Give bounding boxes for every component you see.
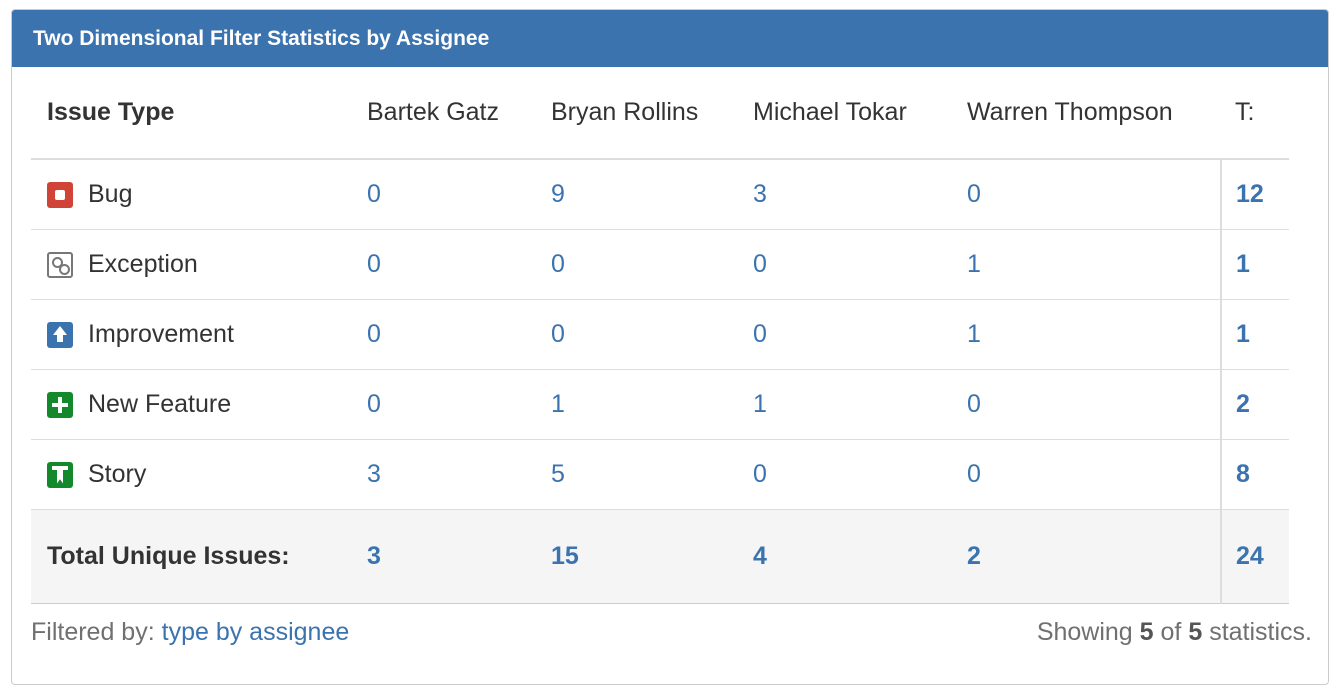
- issue-type-label: Improvement: [88, 320, 234, 348]
- improvement-icon: [47, 321, 73, 348]
- count-link[interactable]: 1: [753, 390, 767, 418]
- row-total-link[interactable]: 1: [1236, 250, 1250, 278]
- issue-type-label: Bug: [88, 180, 133, 208]
- column-total-link[interactable]: 4: [753, 542, 767, 570]
- count-link[interactable]: 0: [753, 320, 767, 348]
- row-total-link[interactable]: 1: [1236, 320, 1250, 348]
- showing-count: 5: [1139, 618, 1154, 646]
- issue-type-label: Story: [88, 460, 147, 488]
- total-header[interactable]: T:: [1221, 67, 1289, 160]
- assignee-header[interactable]: Michael Tokar: [737, 67, 951, 160]
- column-total-link[interactable]: 3: [367, 542, 381, 570]
- table-row: Improvement 0 0 0 1 1: [31, 299, 1289, 370]
- header-row: Issue Type Bartek Gatz Bryan Rollins Mic…: [31, 67, 1289, 160]
- assignee-header[interactable]: Bartek Gatz: [351, 67, 535, 160]
- new-feature-icon: [47, 391, 73, 418]
- stats-table: Issue Type Bartek Gatz Bryan Rollins Mic…: [31, 67, 1289, 604]
- filter-link[interactable]: type by assignee: [161, 618, 350, 646]
- assignee-header[interactable]: Bryan Rollins: [535, 67, 737, 160]
- count-link[interactable]: 1: [967, 320, 981, 348]
- count-link[interactable]: 5: [551, 460, 565, 488]
- count-link[interactable]: 0: [753, 250, 767, 278]
- count-link[interactable]: 0: [551, 250, 565, 278]
- count-link[interactable]: 3: [753, 180, 767, 208]
- count-link[interactable]: 0: [967, 180, 981, 208]
- story-icon: [47, 461, 73, 488]
- grand-total-link[interactable]: 24: [1236, 542, 1264, 570]
- count-link[interactable]: 1: [551, 390, 565, 418]
- count-link[interactable]: 0: [967, 390, 981, 418]
- count-link[interactable]: 9: [551, 180, 565, 208]
- bug-icon: [47, 181, 73, 208]
- column-total-link[interactable]: 2: [967, 542, 981, 570]
- row-total-link[interactable]: 8: [1236, 460, 1250, 488]
- issue-type-header[interactable]: Issue Type: [31, 67, 351, 160]
- count-link[interactable]: 0: [367, 320, 381, 348]
- issue-type-label: New Feature: [88, 390, 232, 418]
- filter-info: Filtered by: type by assignee: [31, 618, 349, 647]
- showing-total: 5: [1188, 618, 1203, 646]
- table-row: Story 3 5 0 0 8: [31, 439, 1289, 510]
- filtered-by-label: Filtered by:: [31, 618, 155, 646]
- count-link[interactable]: 0: [367, 390, 381, 418]
- count-link[interactable]: 1: [967, 250, 981, 278]
- row-total-link[interactable]: 2: [1236, 390, 1250, 418]
- table-row: Exception 0 0 0 1 1: [31, 229, 1289, 300]
- count-link[interactable]: 0: [367, 250, 381, 278]
- gadget-footer: Filtered by: type by assignee Showing 5 …: [31, 618, 1312, 647]
- count-link[interactable]: 0: [551, 320, 565, 348]
- table-row: New Feature 0 1 1 0 2: [31, 369, 1289, 440]
- assignee-header[interactable]: Warren Thompson: [951, 67, 1221, 160]
- exception-icon: [47, 251, 73, 278]
- count-link[interactable]: 0: [367, 180, 381, 208]
- showing-info: Showing 5 of 5 statistics.: [1036, 618, 1312, 646]
- row-total-link[interactable]: 12: [1236, 180, 1264, 208]
- totals-row: Total Unique Issues: 3 15 4 2 24: [31, 509, 1289, 604]
- count-link[interactable]: 0: [967, 460, 981, 488]
- count-link[interactable]: 3: [367, 460, 381, 488]
- issue-type-label: Exception: [88, 250, 198, 278]
- table-row: Bug 0 9 3 0 12: [31, 159, 1289, 230]
- count-link[interactable]: 0: [753, 460, 767, 488]
- column-total-link[interactable]: 15: [551, 542, 579, 570]
- totals-label: Total Unique Issues:: [31, 509, 351, 604]
- gadget-title: Two Dimensional Filter Statistics by Ass…: [12, 10, 1328, 67]
